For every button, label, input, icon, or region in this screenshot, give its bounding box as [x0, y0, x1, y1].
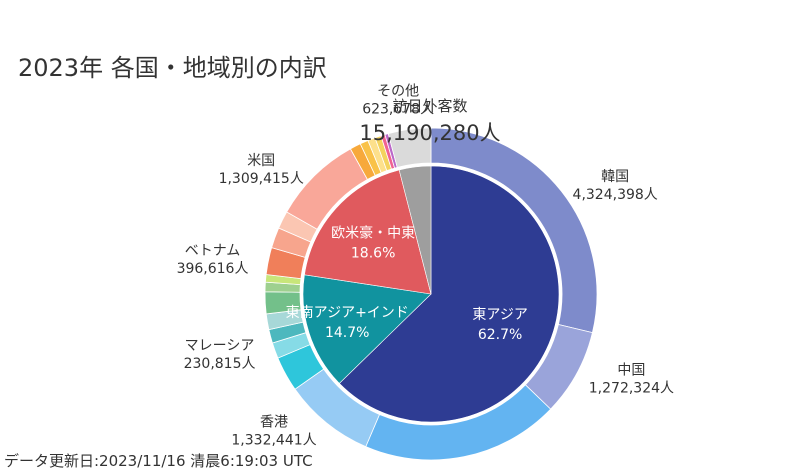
inner-slice-4 [398, 165, 432, 295]
inner-slice-2 [302, 274, 432, 384]
total-visitors-value: 15,190,280人 [359, 121, 500, 145]
update-timestamp: データ更新日:2023/11/16 清晨6:19:03 UTC [4, 452, 313, 470]
chart-title: 2023年 各国・地域別の内訳 [18, 54, 327, 82]
inner-pie [302, 165, 560, 423]
outer-label-value-12: 396,616人 [177, 261, 249, 277]
outer-slice-22 [387, 127, 432, 168]
outer-label-value-2: 1,272,324人 [589, 380, 674, 396]
inner-label-name-3: 欧米豪・中東 [331, 226, 415, 242]
outer-ring [264, 127, 598, 461]
inner-label-name-1: 東アジア [472, 307, 527, 323]
outer-label-name-12: ベトナム [185, 243, 241, 259]
inner-label-percent-1: 62.7% [478, 327, 522, 343]
chart-labels: 東アジア 62.7% 東南アジア+インド 14.7% 欧米豪・中東 18.6% 韓国 4,32… [177, 83, 674, 448]
total-visitors-label: 訪日外客数 [392, 97, 467, 115]
outer-label-name-22: その他 [377, 83, 419, 99]
outer-label-value-15: 1,309,415人 [219, 171, 304, 187]
inner-label-name-2: 東南アジア+インド [286, 305, 409, 321]
inner-label-percent-3: 18.6% [351, 246, 395, 262]
inner-slice-1 [338, 165, 560, 423]
outer-label-name-15: 米国 [247, 153, 275, 169]
outer-label-value-1: 4,324,398人 [573, 187, 658, 203]
inner-label-percent-2: 14.7% [325, 325, 369, 341]
outer-label-name-1: 韓国 [601, 169, 629, 185]
outer-label-value-4: 1,332,441人 [231, 433, 316, 449]
outer-label-name-2: 中国 [617, 362, 645, 378]
outer-label-name-6: マレーシア [185, 338, 255, 354]
outer-label-value-6: 230,815人 [184, 356, 256, 372]
inner-slice-3 [304, 169, 432, 295]
outer-label-name-4: 香港 [260, 415, 288, 431]
outer-label-value-22: 623,678人 [362, 101, 434, 117]
